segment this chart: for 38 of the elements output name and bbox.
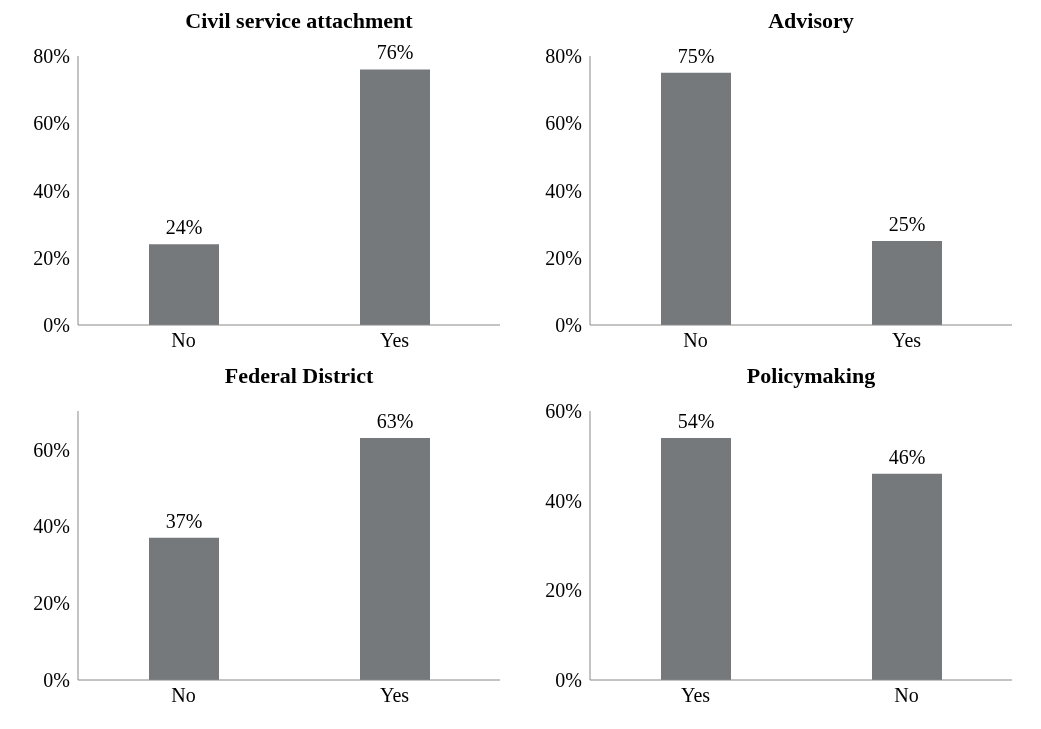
x-tick-label: Yes (379, 684, 410, 707)
y-tick-label: 80% (33, 45, 70, 68)
y-tick-label: 60% (33, 438, 70, 461)
y-tick-label: 80% (545, 45, 582, 68)
y-tick-label: 20% (33, 246, 70, 269)
y-tick-label: 0% (555, 669, 582, 692)
x-tick-label: No (171, 684, 196, 707)
x-tick-label: No (683, 329, 708, 352)
x-tick-label: No (171, 329, 196, 352)
y-tick-label: 40% (545, 179, 582, 202)
y-tick-label: 40% (545, 489, 582, 512)
data-label: 25% (888, 212, 926, 235)
chart-title: Civil service attachment (184, 8, 414, 35)
data-label: 63% (376, 409, 414, 432)
x-tick-label: Yes (680, 684, 711, 707)
data-label: 37% (165, 509, 203, 532)
y-tick-label: 20% (545, 246, 582, 269)
chart-title: Federal District (223, 363, 375, 390)
y-tick-label: 0% (555, 314, 582, 337)
chart-title: Policymaking (745, 363, 877, 390)
y-tick-label: 60% (545, 112, 582, 135)
x-tick-label: Yes (891, 329, 922, 352)
y-tick-label: 40% (33, 179, 70, 202)
y-tick-label: 20% (33, 592, 70, 615)
y-tick-label: 60% (545, 400, 582, 423)
y-tick-label: 60% (33, 112, 70, 135)
data-label: 46% (888, 445, 926, 468)
y-tick-label: 0% (43, 669, 70, 692)
x-tick-label: Yes (379, 329, 410, 352)
x-tick-label: No (894, 684, 919, 707)
data-label: 54% (677, 409, 715, 432)
y-tick-label: 40% (33, 515, 70, 538)
chart-title: Advisory (767, 8, 855, 35)
data-label: 75% (677, 44, 715, 67)
y-tick-label: 20% (545, 579, 582, 602)
data-label: 76% (376, 41, 414, 64)
data-label: 24% (165, 216, 203, 239)
y-tick-label: 0% (43, 314, 70, 337)
